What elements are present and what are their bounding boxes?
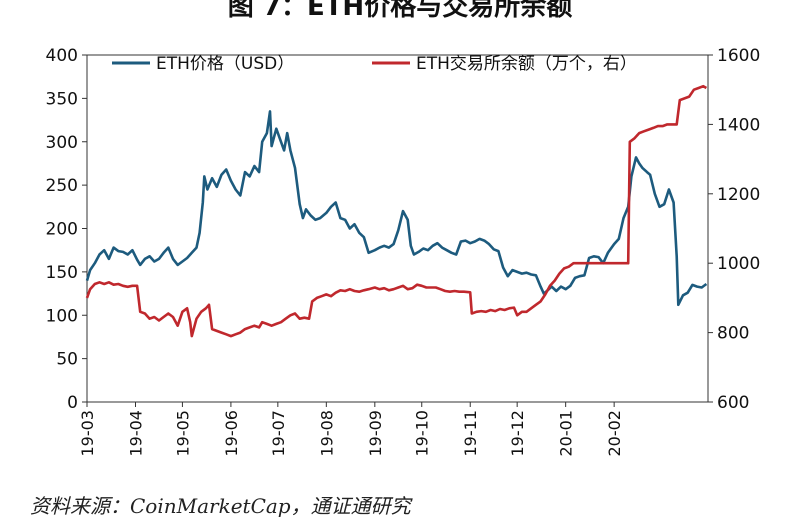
legend-label: ETH价格（USD） — [156, 54, 294, 74]
y-left-tick-label: 150 — [46, 263, 78, 283]
legend-label: ETH交易所余额（万个，右） — [416, 54, 637, 74]
x-tick-label: 19-12 — [508, 410, 527, 457]
y-left-tick-label: 400 — [46, 46, 78, 66]
x-tick-label: 19-04 — [126, 410, 145, 457]
x-tick-label: 20-02 — [605, 410, 624, 457]
x-tick-label: 19-10 — [413, 410, 432, 457]
x-tick-label: 20-01 — [557, 410, 576, 457]
y-right-tick-label: 1200 — [717, 185, 760, 205]
chart-title: 图 7：ETH价格与交易所余额 — [227, 0, 573, 22]
eth-price-line — [85, 110, 708, 307]
y-left-tick-label: 350 — [46, 89, 78, 109]
y-left-tick-label: 200 — [46, 220, 78, 240]
y-right-tick-label: 600 — [717, 393, 749, 413]
y-left-tick-label: 250 — [46, 176, 78, 196]
y-left-tick-label: 0 — [67, 393, 78, 413]
y-right-tick-label: 1400 — [717, 115, 760, 135]
x-tick-label: 19-07 — [269, 410, 288, 457]
x-tick-label: 19-05 — [173, 410, 192, 457]
y-left-tick-label: 50 — [56, 350, 78, 370]
x-tick-label: 19-06 — [222, 410, 241, 457]
y-left-tick-label: 100 — [46, 306, 78, 326]
y-right-tick-label: 1000 — [717, 254, 760, 274]
exchange-balance-line — [85, 84, 708, 338]
x-tick-label: 19-03 — [78, 410, 97, 457]
y-right-tick-label: 800 — [717, 324, 749, 344]
x-tick-label: 19-08 — [317, 410, 336, 457]
source-note: 资料来源：CoinMarketCap，通证通研究 — [30, 494, 411, 518]
y-right-tick-label: 1600 — [717, 46, 760, 66]
x-tick-label: 19-09 — [366, 410, 385, 457]
x-tick-label: 19-11 — [461, 410, 480, 457]
y-left-tick-label: 300 — [46, 133, 78, 153]
